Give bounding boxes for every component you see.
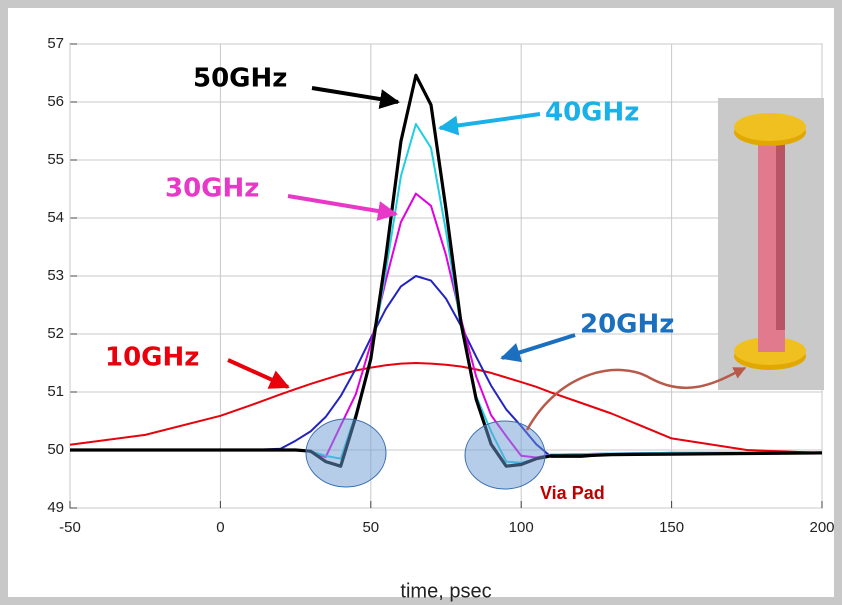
x-tick-label: -50 xyxy=(59,519,81,536)
highlight xyxy=(305,418,387,488)
y-tick-label: 52 xyxy=(47,325,64,342)
y-tick-label: 53 xyxy=(47,267,64,284)
series-line xyxy=(69,362,823,454)
y-tick-label: 54 xyxy=(47,209,64,226)
x-tick-label: 0 xyxy=(216,519,224,536)
y-tick-label: 56 xyxy=(47,93,64,110)
x-tick-label: 100 xyxy=(509,519,534,536)
x-tick-label: 50 xyxy=(362,519,379,536)
arrow xyxy=(287,194,398,221)
y-tick-label: 50 xyxy=(47,441,64,458)
annotation: 30GHz xyxy=(165,174,259,204)
x-tick-label: 200 xyxy=(809,519,834,536)
arrow xyxy=(227,358,290,389)
series-line xyxy=(70,73,823,468)
arrow xyxy=(311,86,400,109)
annotation: 50GHz xyxy=(193,64,287,94)
arrow xyxy=(525,366,747,431)
y-tick-label: 51 xyxy=(47,383,64,400)
annotation: 10GHz xyxy=(105,343,199,373)
plot-area: 49 50 51 52 53 54 55 56 57 -50 0 50 100 150 200 xyxy=(47,35,834,536)
highlight xyxy=(464,420,546,490)
arrow xyxy=(438,112,541,136)
y-tick-label: 55 xyxy=(47,151,64,168)
annotation: 20GHz xyxy=(580,310,674,340)
via-image xyxy=(718,98,824,390)
x-tick-label: 150 xyxy=(659,519,684,536)
annotation: 40GHz xyxy=(545,98,639,128)
y-tick-label: 49 xyxy=(47,499,64,516)
x-axis-label: time, psec xyxy=(400,580,491,602)
y-tick-label: 57 xyxy=(47,35,64,52)
annotation: Via Pad xyxy=(540,483,605,503)
arrow xyxy=(500,333,576,363)
